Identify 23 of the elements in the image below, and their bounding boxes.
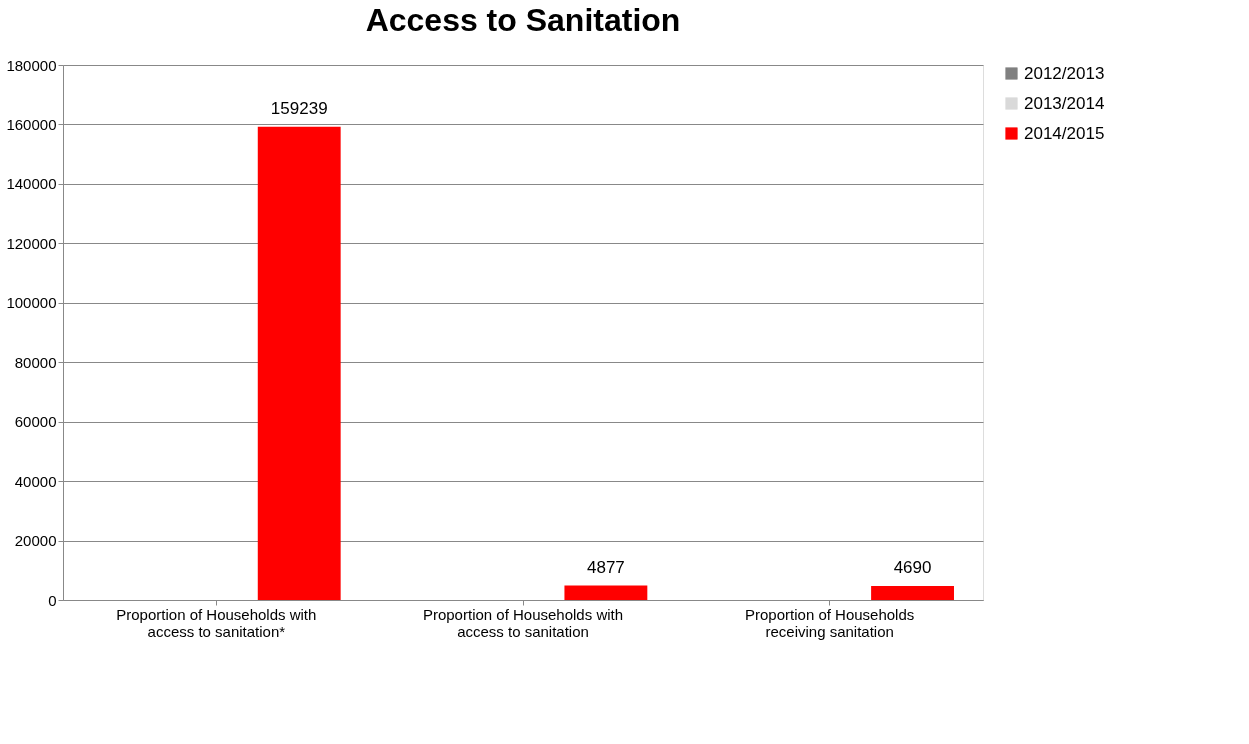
chart-title: Access to Sanitation (365, 2, 681, 38)
y-tick-label: 60000 (14, 413, 57, 431)
legend-label: 2014/2015 (1024, 123, 1105, 143)
y-tick-label: 80000 (14, 353, 57, 371)
y-tick-label: 140000 (6, 175, 57, 193)
bar (564, 585, 648, 600)
y-tick-label: 0 (48, 591, 57, 609)
x-tick-label: Proportion of Households receiving sanitation (745, 605, 915, 640)
y-tick-label: 180000 (6, 56, 57, 74)
x-tick-label: Proportion of Households with access to sanitation (422, 605, 624, 640)
bar (257, 126, 341, 600)
data-label: 4877 (586, 557, 625, 577)
bar (871, 586, 954, 600)
data-label: 159239 (270, 98, 328, 118)
y-tick-label: 120000 (6, 234, 57, 252)
y-tick-label: 100000 (6, 294, 57, 312)
y-tick-label: 160000 (6, 115, 57, 133)
legend-label: 2013/2014 (1024, 93, 1105, 113)
y-tick-label: 20000 (14, 532, 57, 550)
x-tick-label: Proportion of Households with access to sanitation* (116, 605, 317, 640)
y-tick-label: 40000 (14, 472, 57, 490)
data-label: 4690 (893, 558, 932, 578)
legend-label: 2012/2013 (1024, 63, 1105, 83)
